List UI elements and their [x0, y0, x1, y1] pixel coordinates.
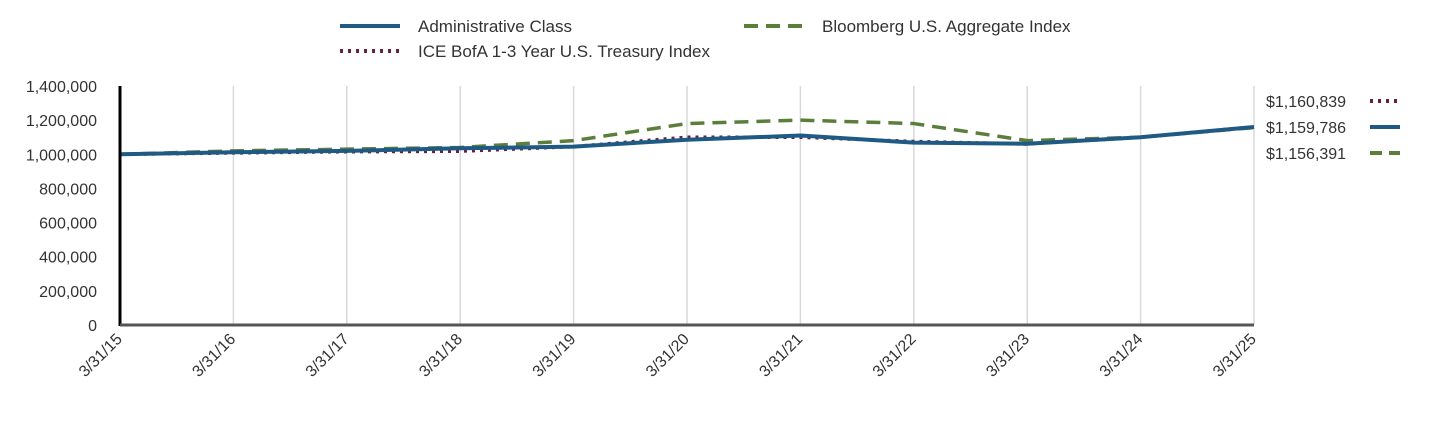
- legend-label-administrative-class: Administrative Class: [418, 17, 572, 36]
- x-tick-label: 3/31/24: [1097, 331, 1147, 381]
- end-label-administrative-class: $1,159,786: [1266, 120, 1400, 137]
- y-tick-label: 0: [88, 318, 97, 335]
- x-tick-label: 3/31/23: [983, 331, 1033, 381]
- legend-label-bloomberg-aggregate: Bloomberg U.S. Aggregate Index: [822, 17, 1071, 36]
- series-line-administrative-class: [119, 125, 1255, 157]
- x-tick-label: 3/31/18: [416, 331, 466, 381]
- y-tick-label: 400,000: [39, 250, 97, 267]
- y-tick-label: 1,400,000: [26, 79, 97, 96]
- y-tick-label: 200,000: [39, 284, 97, 301]
- x-tick-label: 3/31/17: [303, 331, 353, 381]
- y-tick-label: 800,000: [39, 181, 97, 198]
- x-tick-label: 3/31/22: [870, 331, 920, 381]
- y-tick-label: 600,000: [39, 216, 97, 233]
- legend-item-ice-bofa-treasury: ICE BofA 1-3 Year U.S. Treasury Index: [340, 42, 710, 61]
- legend: Administrative Class Bloomberg U.S. Aggr…: [340, 17, 1071, 61]
- legend-label-ice-bofa-treasury: ICE BofA 1-3 Year U.S. Treasury Index: [418, 42, 710, 61]
- legend-item-bloomberg-aggregate: Bloomberg U.S. Aggregate Index: [744, 17, 1071, 36]
- x-tick-label: 3/31/15: [76, 331, 126, 381]
- x-tick-label: 3/31/16: [189, 331, 239, 381]
- x-tick-label: 3/31/21: [756, 331, 806, 381]
- x-axis-tick-labels: 3/31/15 3/31/16 3/31/17 3/31/18 3/31/19 3/31/…: [76, 331, 1260, 381]
- x-tick-label: 3/31/19: [530, 331, 580, 381]
- end-labels: $1,160,839 $1,159,786 $1,156,391: [1266, 94, 1400, 163]
- y-axis-tick-labels: 0 200,000 400,000 600,000 800,000 1,000,000 1,…: [26, 79, 97, 335]
- y-tick-label: 1,000,000: [26, 147, 97, 164]
- legend-item-administrative-class: Administrative Class: [340, 17, 572, 36]
- vertical-gridlines: [232, 86, 1255, 325]
- y-tick-label: 1,200,000: [26, 113, 97, 130]
- end-label-bloomberg-aggregate: $1,156,391: [1266, 146, 1400, 163]
- x-tick-label: 3/31/25: [1210, 331, 1260, 381]
- x-tick-label: 3/31/20: [643, 331, 693, 381]
- end-label-ice-bofa-treasury: $1,160,839: [1266, 94, 1400, 111]
- end-label-bloomberg-aggregate-value: $1,156,391: [1266, 146, 1346, 163]
- end-label-ice-bofa-treasury-value: $1,160,839: [1266, 94, 1346, 111]
- series-lines: [119, 118, 1255, 157]
- end-label-administrative-class-value: $1,159,786: [1266, 120, 1346, 137]
